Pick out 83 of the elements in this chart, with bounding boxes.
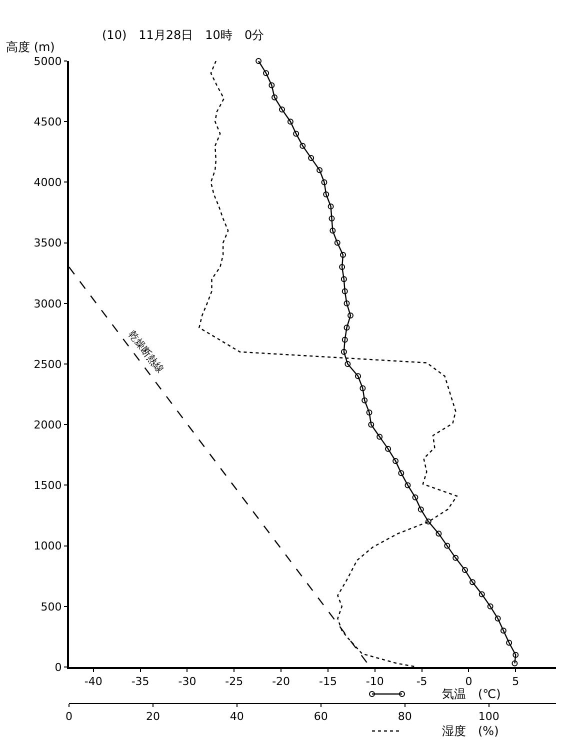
y-tick-label: 1000 [34, 540, 62, 553]
x-tick-label: -30 [178, 675, 196, 688]
point [366, 409, 372, 416]
x2-tick-label: 100 [478, 710, 500, 724]
point [469, 579, 476, 586]
y-tick-label: 3500 [34, 236, 62, 250]
chart-title: (10) 11月28日 10時 0分 [102, 28, 264, 42]
y-tick-label: 4500 [34, 115, 62, 128]
point [279, 106, 285, 112]
point [512, 652, 519, 658]
x2-tick-label: 60 [314, 710, 328, 724]
y-tick-label: 2500 [34, 358, 62, 371]
point [344, 300, 350, 306]
x-tick-label: -25 [225, 675, 244, 688]
x-axis-title: 気温 (℃) [442, 687, 501, 701]
x-tick-label: -10 [366, 675, 384, 688]
x-tick-label: -35 [131, 675, 150, 688]
point [462, 567, 468, 574]
x-tick-label: 0 [465, 675, 472, 688]
y-tick-label: 4000 [34, 176, 62, 190]
point [425, 518, 432, 525]
point [478, 591, 485, 598]
point [512, 660, 518, 666]
point [272, 94, 278, 100]
y-tick-label: 2000 [34, 418, 62, 432]
y-axis-title: 高度 (m) [6, 40, 55, 54]
point [300, 142, 306, 149]
point [334, 240, 340, 246]
point [500, 628, 506, 634]
point [339, 264, 346, 270]
x-tick-label: -40 [84, 675, 102, 688]
point [348, 312, 354, 319]
point [506, 640, 512, 646]
x-tick-label: -15 [318, 675, 337, 688]
annotation: 乾燥断熱線 [126, 328, 166, 376]
point [360, 385, 366, 392]
point [444, 542, 450, 549]
point [321, 179, 328, 186]
y-tick-label: 1500 [34, 479, 62, 492]
point [494, 616, 501, 622]
x-tick-label: -20 [272, 675, 290, 688]
point [436, 530, 442, 537]
point [487, 603, 494, 610]
point [418, 506, 424, 512]
point [368, 422, 374, 428]
x2-tick-label: 0 [66, 710, 72, 724]
point [452, 554, 459, 561]
point [323, 191, 330, 198]
point [293, 130, 300, 137]
y-tick-label: 5000 [34, 54, 62, 68]
point [308, 154, 314, 161]
point [412, 494, 418, 500]
point [340, 252, 346, 258]
y-tick-label: 0 [54, 660, 62, 674]
point [340, 348, 347, 355]
point [355, 373, 362, 380]
point [268, 82, 275, 88]
point [362, 397, 368, 404]
point [287, 118, 294, 125]
point [385, 446, 392, 452]
point [342, 336, 348, 343]
point [392, 458, 399, 464]
x2-tick-label: 80 [398, 710, 412, 724]
point [404, 482, 411, 488]
point [256, 58, 262, 64]
point [328, 203, 334, 210]
point [316, 167, 323, 174]
point [330, 228, 336, 234]
x2-tick-label: 40 [230, 710, 244, 724]
y-tick-label: 500 [40, 600, 62, 614]
y-tick-label: 3000 [34, 297, 62, 310]
point [398, 470, 404, 476]
point [328, 216, 335, 222]
x2-tick-label: 20 [146, 710, 160, 724]
point [342, 288, 348, 294]
point [263, 70, 270, 76]
x-tick-label: -5 [416, 675, 428, 688]
x2-axis-title: 湿度 (%) [442, 724, 499, 738]
point [344, 324, 350, 331]
point [340, 276, 347, 282]
x-tick-label: 5 [512, 675, 520, 688]
point [376, 434, 383, 440]
point [344, 361, 351, 367]
